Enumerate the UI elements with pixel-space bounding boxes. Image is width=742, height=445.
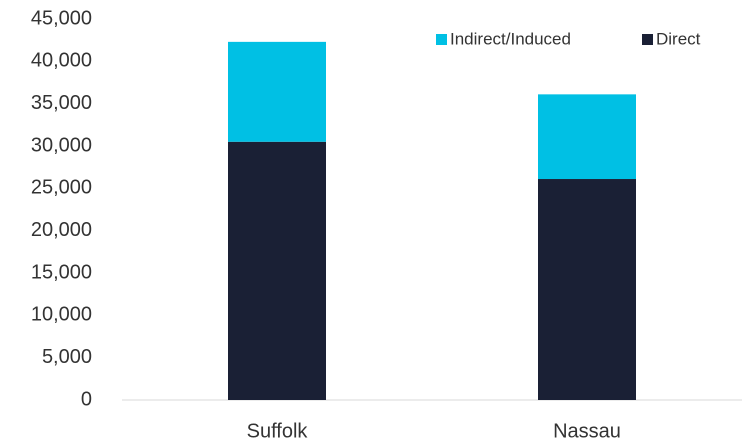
y-tick-label: 25,000 — [31, 177, 92, 199]
bar-segment — [228, 141, 326, 400]
legend-label: Indirect/Induced — [450, 29, 571, 48]
y-tick-label: 0 — [81, 388, 92, 410]
y-tick-label: 40,000 — [31, 50, 92, 72]
legend-swatch — [436, 34, 447, 45]
y-tick-label: 30,000 — [31, 134, 92, 156]
legend-swatch — [642, 34, 653, 45]
y-tick-label: 10,000 — [31, 304, 92, 326]
x-tick-label: Nassau — [553, 420, 621, 442]
y-tick-label: 35,000 — [31, 92, 92, 114]
y-tick-label: 15,000 — [31, 261, 92, 283]
y-tick-label: 45,000 — [31, 7, 92, 29]
bar-segment — [538, 179, 636, 400]
y-tick-label: 5,000 — [42, 346, 92, 368]
bar-segment — [538, 94, 636, 180]
y-tick-label: 20,000 — [31, 219, 92, 241]
legend-label: Direct — [656, 29, 701, 48]
x-tick-label: Suffolk — [247, 420, 309, 442]
bar-segment — [228, 41, 326, 142]
